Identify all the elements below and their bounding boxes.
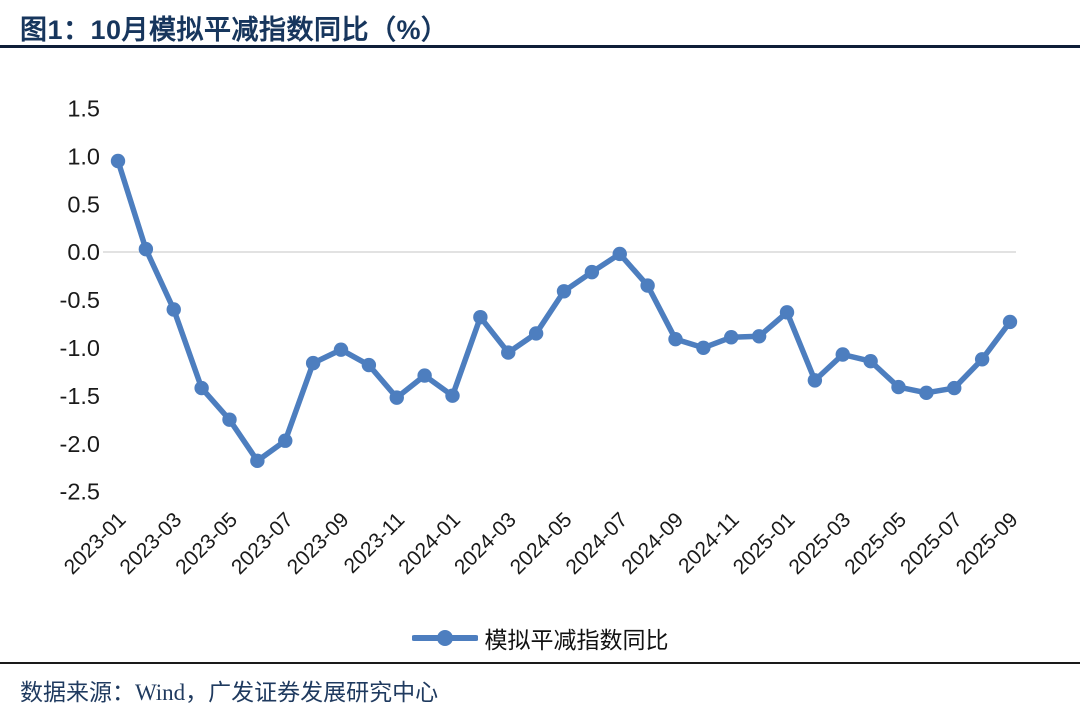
legend-line-marker-icon [411,630,478,646]
y-tick-label: 1.0 [67,143,100,169]
data-point-marker [333,342,349,357]
data-source-note: 数据来源：Wind，广发证券发展研究中心 [20,680,439,705]
data-point-marker [166,302,181,317]
data-point-marker [668,331,683,347]
y-tick-label: 0.0 [67,239,100,265]
y-tick-label: -1.5 [60,383,101,409]
data-point-marker [305,355,321,371]
data-point-marker [584,264,600,280]
data-point-marker [696,340,711,355]
figure-title: 图1：10月模拟平减指数同比（%） [20,15,449,45]
data-point-marker [974,352,990,367]
x-tick-label: 2025-09 [952,508,1023,579]
data-point-marker [110,153,126,169]
data-point-marker [863,354,878,369]
data-point-marker [807,373,823,388]
data-point-marker [919,385,934,401]
line-chart-area: 1.5 1.0 0.5 0.0 -0.5 -1.0 -1.5 -2.0 -2.5 2023-01 2… [0,55,1080,620]
y-tick-label: -1.0 [60,335,101,361]
series-line [115,158,1013,464]
data-point-marker [724,330,739,345]
data-point-marker [389,390,404,405]
data-point-marker [445,388,460,403]
data-point-marker [751,329,767,344]
y-tick-label: -2.0 [60,431,101,457]
data-point-marker [947,380,962,396]
y-tick-label: 0.5 [67,191,100,217]
data-point-marker [194,380,209,396]
data-point-marker [556,284,572,299]
data-point-marker [528,326,544,341]
title-divider-line [0,45,1080,48]
y-tick-label: 1.5 [67,96,100,122]
data-point-marker [891,379,906,395]
footer: 数据来源：Wind，广发证券发展研究中心 [0,662,1080,707]
data-point-marker [361,357,377,373]
legend-series-label: 模拟平减指数同比 [484,628,669,653]
data-point-marker [417,368,432,383]
y-tick-label: -0.5 [60,287,101,313]
data-point-marker [779,305,795,320]
data-point-marker [640,278,655,293]
data-point-marker [278,433,293,448]
data-point-marker [1002,314,1018,330]
data-point-marker [222,412,237,427]
deflator-line-chart: 1.51.00.50.0-0.5-1.0-1.5-2.0-2.52023-012… [60,96,1023,580]
data-point-marker [473,309,488,325]
x-tick-label: 2023-09 [283,508,354,579]
data-point-marker [835,347,850,362]
data-point-marker [250,453,265,469]
y-tick-label: -2.5 [60,479,101,505]
data-point-marker [138,241,154,257]
x-tick-label: 2024-09 [617,508,688,579]
data-point-marker [501,345,516,360]
data-point-marker [612,246,627,262]
chart-legend: 模拟平减指数同比 [0,621,1080,655]
